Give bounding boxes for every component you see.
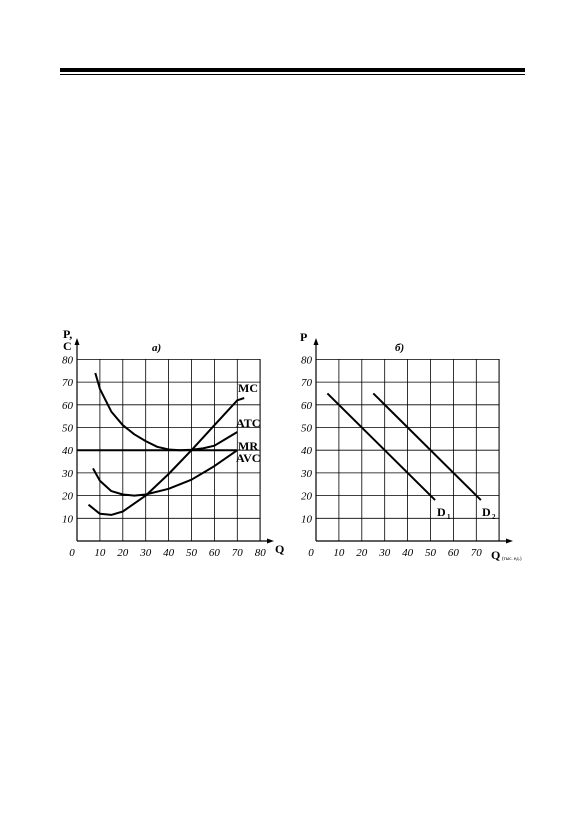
chart-title: б) — [395, 342, 404, 354]
y-tick-label: 70 — [301, 377, 313, 389]
header-rule-thin — [60, 74, 525, 75]
series-label-atc: ATC — [236, 416, 260, 430]
x-axis-label: Q — [491, 548, 500, 562]
y-tick-label: 40 — [301, 445, 313, 457]
series-line-avc — [92, 449, 238, 497]
y-tick-label: 30 — [61, 468, 74, 480]
y-tick-label: 20 — [62, 491, 74, 503]
y-tick-label: 10 — [301, 513, 313, 525]
x-tick-label: 10 — [94, 547, 106, 559]
x-tick-label: 40 — [402, 547, 414, 559]
series-line-mc — [87, 397, 245, 516]
x-tick-label: 0 — [308, 547, 314, 559]
grid — [316, 358, 500, 541]
y-tick-label: 30 — [300, 468, 313, 480]
y-tick-label: 20 — [301, 491, 313, 503]
series-label-subscript: 2 — [492, 513, 496, 521]
y-tick-label: 60 — [62, 400, 74, 412]
series-label-mc: MC — [238, 381, 258, 395]
series-line-d1 — [326, 392, 436, 501]
x-tick-label: 30 — [378, 547, 391, 559]
x-axis-unit-label: (тыс. ед.) — [502, 557, 522, 562]
x-tick-label: 30 — [139, 547, 152, 559]
x-tick-label: 80 — [255, 547, 267, 559]
x-tick-label: 0 — [69, 547, 75, 559]
header-rule-thick — [60, 68, 525, 72]
x-axis-arrow-icon — [506, 538, 513, 544]
y-axis-label-line1: P, — [63, 327, 72, 341]
y-tick-label: 80 — [62, 354, 74, 366]
y-axis-arrow-icon — [74, 338, 80, 345]
chart-a: 10 20 30 40 50 60 70 80 0 10 20 30 40 50 60 70 80 P,C Qа) M… — [61, 327, 284, 559]
y-tick-label: 60 — [301, 400, 313, 412]
x-axis-arrow-icon — [267, 538, 274, 544]
series-label-avc: AVC — [236, 451, 260, 465]
y-tick-label: 50 — [62, 423, 74, 435]
x-tick-label: 70 — [232, 547, 244, 559]
series-label-subscript: 1 — [447, 513, 451, 521]
x-tick-label: 20 — [117, 547, 129, 559]
y-tick-label: 70 — [62, 377, 74, 389]
chart-b: 10 20 30 40 50 60 70 80 0 10 20 30 40 50 60 70 P Q (тыс. е… — [300, 330, 522, 562]
x-tick-label: 60 — [448, 547, 460, 559]
y-axis-label: P — [300, 330, 307, 344]
y-tick-label: 50 — [301, 423, 313, 435]
chart-title: а) — [152, 342, 161, 354]
y-tick-label: 10 — [62, 513, 74, 525]
x-tick-label: 50 — [186, 547, 198, 559]
y-axis-label-line2: C — [63, 339, 72, 353]
x-tick-label: 20 — [356, 547, 368, 559]
x-tick-label: 50 — [425, 547, 437, 559]
x-tick-label: 40 — [163, 547, 175, 559]
series-label-mr: MR — [238, 439, 258, 453]
series-label-d2: D — [482, 505, 491, 519]
y-axis-arrow-icon — [313, 338, 319, 345]
series-line-d2 — [372, 392, 482, 501]
y-tick-label: 40 — [62, 445, 74, 457]
x-tick-label: 70 — [471, 547, 483, 559]
x-tick-label: 10 — [333, 547, 345, 559]
x-axis-label: Q — [275, 542, 284, 556]
x-tick-label: 60 — [209, 547, 221, 559]
series-line-atc — [94, 372, 238, 452]
y-tick-label: 80 — [301, 354, 313, 366]
series-label-d1: D — [437, 505, 446, 519]
